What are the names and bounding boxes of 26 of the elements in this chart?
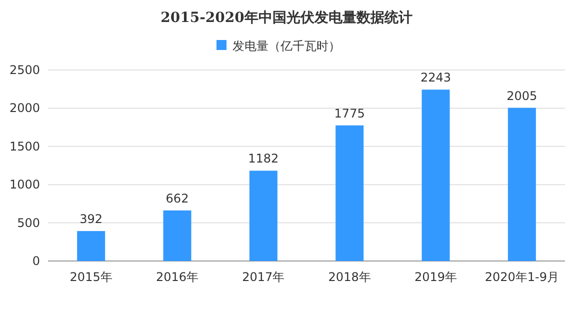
data-label: 1775 [334, 106, 365, 120]
data-label: 2243 [420, 70, 452, 85]
bar [249, 170, 278, 261]
legend-label: 发电量（亿千瓦时） [232, 39, 340, 53]
y-tick-label: 2000 [9, 101, 40, 116]
y-tick-label: 1500 [9, 139, 40, 154]
x-tick-label: 2017年 [242, 270, 285, 284]
chart-title: 2015-2020年中国光伏发电量数据统计 [160, 9, 412, 26]
bar [422, 90, 450, 261]
y-tick-label: 500 [17, 216, 40, 230]
x-tick-label: 2020年1-9月 [484, 270, 559, 284]
y-tick-label: 0 [32, 254, 40, 268]
x-tick-label: 2015年 [70, 270, 112, 284]
bar [336, 125, 364, 261]
data-label: 662 [166, 191, 189, 206]
data-label: 392 [80, 212, 103, 226]
x-tick-label: 2018年 [328, 270, 371, 284]
x-tick-label: 2019年 [414, 270, 458, 284]
x-tick-label: 2016年 [156, 270, 199, 284]
data-label: 1182 [248, 152, 279, 166]
y-tick-label: 2500 [9, 63, 40, 77]
y-tick-label: 1000 [9, 178, 40, 192]
bar [508, 108, 536, 261]
data-label: 2005 [506, 88, 538, 103]
bar [163, 210, 192, 261]
bar [77, 231, 106, 261]
